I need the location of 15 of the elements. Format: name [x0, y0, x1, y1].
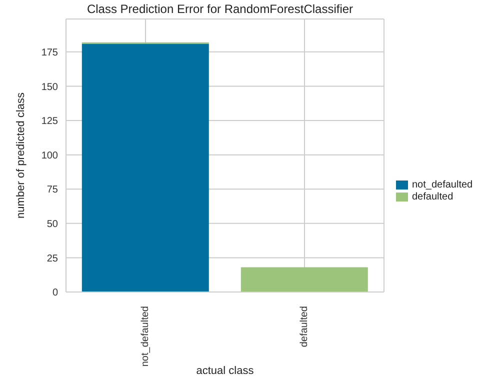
chart-title: Class Prediction Error for RandomForestClassifier: [86, 2, 354, 16]
legend-label: defaulted: [412, 192, 454, 203]
y-tick-label: 125: [41, 116, 58, 128]
y-tick-label: 25: [46, 253, 58, 264]
y-tick-label: 0: [52, 288, 58, 299]
y-tick-label: 150: [41, 82, 58, 93]
x-axis-title: actual class: [196, 365, 254, 377]
legend-label: not_defaulted: [412, 180, 473, 191]
y-tick-label: 50: [46, 218, 58, 230]
y-tick-label: 75: [46, 184, 58, 196]
y-tick-label: 100: [41, 150, 58, 162]
bar: [82, 44, 209, 292]
bar: [240, 267, 368, 292]
y-tick-label: 175: [41, 47, 58, 58]
y-axis-title: number of predicted class: [14, 92, 27, 218]
